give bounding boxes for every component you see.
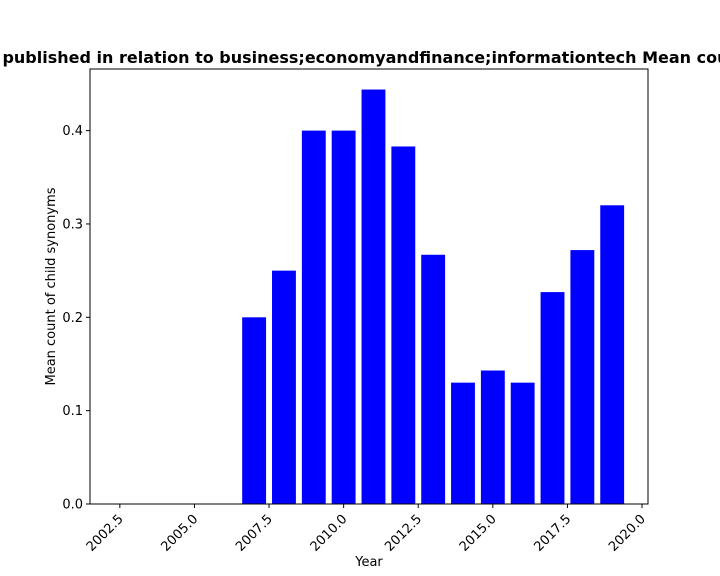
x-axis-ticks: 2002.5 2005.0 2007.5 2010.0 2012.5 2015.0 2017… bbox=[84, 504, 649, 555]
bars-group bbox=[242, 89, 625, 505]
bar-2018 bbox=[570, 250, 595, 504]
x-axis-label: Year bbox=[354, 555, 383, 570]
bar-2010 bbox=[331, 130, 356, 504]
y-tick-label: 0.0 bbox=[62, 498, 83, 513]
bar-2008 bbox=[272, 270, 296, 504]
x-tick-label: 2005.0 bbox=[158, 512, 201, 555]
y-axis-ticks: 0.0 0.1 0.2 0.3 0.4 bbox=[62, 124, 90, 513]
bar-2007 bbox=[242, 317, 267, 504]
y-tick-label: 0.2 bbox=[62, 311, 83, 326]
bar-2011 bbox=[361, 89, 386, 504]
bar-2016 bbox=[510, 382, 535, 504]
bar-2014 bbox=[451, 382, 475, 504]
x-tick-label: 2007.5 bbox=[233, 512, 276, 555]
x-tick-label: 2017.5 bbox=[531, 512, 574, 555]
bar-2013 bbox=[421, 254, 446, 504]
y-tick-label: 0.4 bbox=[62, 124, 83, 139]
bar-2019 bbox=[600, 205, 625, 505]
bar-2009 bbox=[301, 130, 326, 504]
bar-2017 bbox=[540, 292, 565, 504]
x-tick-label: 2002.5 bbox=[84, 512, 127, 555]
x-tick-label: 2010.0 bbox=[308, 512, 351, 555]
chart-title: Proportion of articles published in rela… bbox=[0, 48, 720, 67]
x-tick-label: 2020.0 bbox=[606, 512, 649, 555]
axes-frame bbox=[89, 68, 649, 505]
bar-2015 bbox=[480, 370, 505, 504]
y-axis-label: Mean count of child synonyms bbox=[44, 187, 59, 385]
y-tick-label: 0.1 bbox=[62, 404, 83, 419]
bar-2012 bbox=[391, 146, 416, 504]
x-tick-label: 2012.5 bbox=[382, 512, 425, 555]
y-tick-label: 0.3 bbox=[62, 217, 83, 232]
x-tick-label: 2015.0 bbox=[457, 512, 500, 555]
